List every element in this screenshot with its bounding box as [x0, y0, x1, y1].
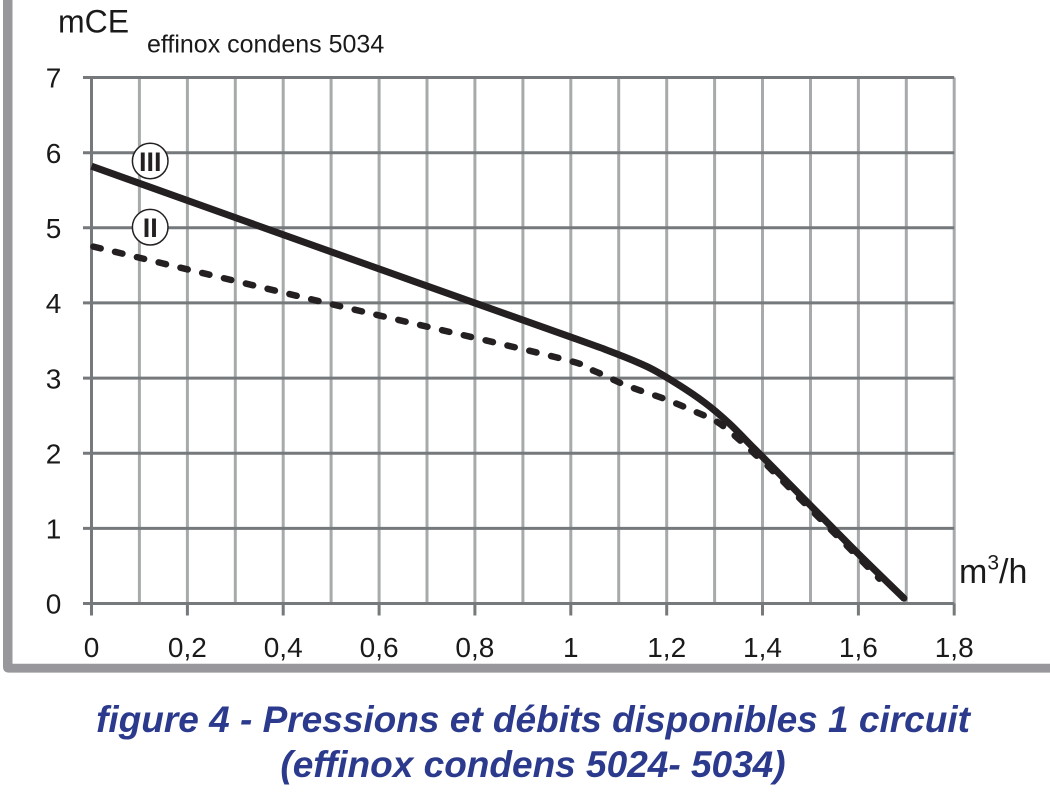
svg-text:II: II — [143, 213, 158, 243]
svg-text:5: 5 — [46, 213, 62, 244]
svg-text:0,4: 0,4 — [264, 632, 303, 663]
svg-text:mCE: mCE — [58, 4, 129, 40]
svg-text:7: 7 — [46, 63, 62, 94]
svg-text:1: 1 — [46, 514, 62, 545]
svg-text:0: 0 — [84, 632, 100, 663]
svg-text:III: III — [139, 147, 162, 177]
svg-text:m3/h: m3/h — [959, 552, 1027, 592]
svg-text:1,4: 1,4 — [743, 632, 782, 663]
svg-text:3: 3 — [46, 363, 62, 394]
svg-text:1,2: 1,2 — [647, 632, 686, 663]
svg-text:0,2: 0,2 — [168, 632, 207, 663]
svg-text:0,6: 0,6 — [360, 632, 399, 663]
svg-text:0: 0 — [46, 589, 62, 620]
svg-text:2: 2 — [46, 438, 62, 469]
svg-text:0,8: 0,8 — [455, 632, 494, 663]
svg-text:1: 1 — [563, 632, 579, 663]
svg-text:1,8: 1,8 — [935, 632, 974, 663]
svg-text:effinox condens 5034: effinox condens 5034 — [147, 31, 384, 59]
svg-text:1,6: 1,6 — [839, 632, 878, 663]
svg-text:6: 6 — [46, 138, 62, 169]
svg-text:4: 4 — [46, 288, 62, 319]
